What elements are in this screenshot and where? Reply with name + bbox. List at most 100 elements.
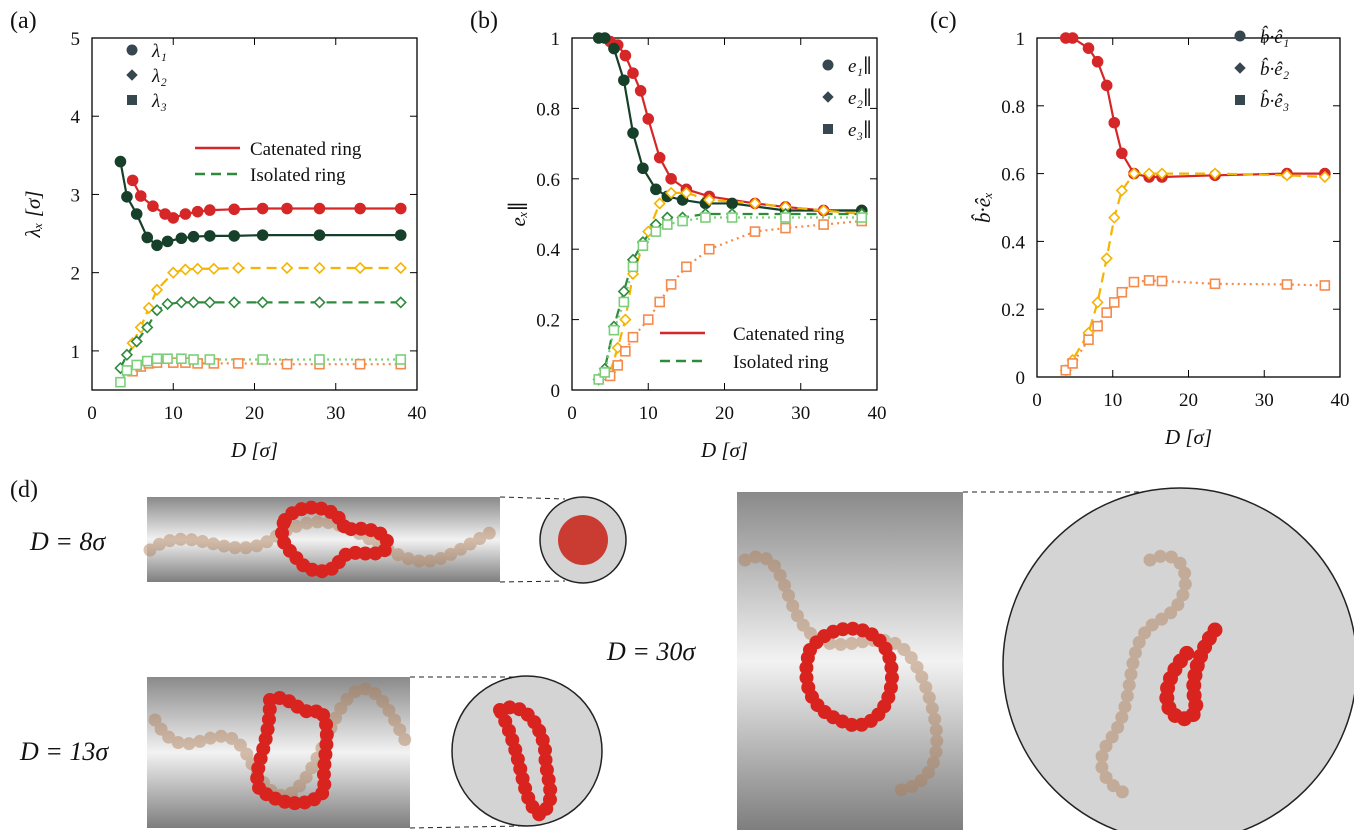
data-point <box>142 301 156 314</box>
panel-label: (c) <box>930 8 957 34</box>
data-point <box>203 296 216 309</box>
data-point <box>187 230 200 243</box>
y-tick-label: 0.2 <box>536 311 560 332</box>
data-point <box>1067 358 1078 369</box>
legend-marker <box>823 124 833 134</box>
data-point <box>619 313 632 326</box>
data-point <box>126 174 139 187</box>
panel-label: (b) <box>470 8 498 34</box>
y-tick-label: 1 <box>71 342 81 363</box>
ring <box>493 700 558 824</box>
x-tick-label: 10 <box>1103 390 1122 411</box>
data-point <box>599 367 611 378</box>
data-point <box>395 354 407 365</box>
data-point <box>1092 320 1103 332</box>
series-line <box>1064 172 1325 371</box>
panel-label: (a) <box>10 8 37 34</box>
y-tick-label: 0.4 <box>1001 232 1025 253</box>
x-tick-label: 30 <box>1255 390 1274 411</box>
data-point <box>780 222 791 234</box>
y-tick-label: 5 <box>71 29 81 50</box>
x-tick-label: 0 <box>567 403 577 424</box>
data-point <box>749 226 761 237</box>
data-point <box>665 279 677 290</box>
x-tick-label: 30 <box>791 403 810 424</box>
data-point <box>313 296 326 309</box>
data-point <box>204 230 216 242</box>
x-axis-label: D [σ] <box>700 438 748 462</box>
data-point <box>204 204 216 216</box>
data-point <box>662 219 673 230</box>
data-point <box>703 243 715 255</box>
data-point <box>1209 278 1221 290</box>
data-point <box>256 202 269 215</box>
data-point <box>167 266 180 279</box>
x-tick-label: 40 <box>408 403 427 424</box>
data-point <box>1100 252 1113 265</box>
x-tick-label: 40 <box>868 403 887 424</box>
data-point <box>1108 211 1121 224</box>
data-point <box>121 190 133 203</box>
y-tick-label: 0.8 <box>536 99 560 120</box>
x-tick-label: 0 <box>87 403 97 424</box>
guide <box>409 825 521 829</box>
ring <box>275 500 395 579</box>
data-point <box>176 353 187 365</box>
x-tick-label: 0 <box>1032 390 1042 411</box>
data-point <box>280 261 294 275</box>
data-point <box>653 151 666 164</box>
data-point <box>627 67 639 79</box>
x-tick-label: 10 <box>164 403 183 424</box>
cross-section <box>451 675 603 827</box>
data-point <box>1143 275 1155 286</box>
data-point <box>1318 170 1331 184</box>
data-point <box>150 304 164 317</box>
legend-label: b̂·ê₂ <box>1260 58 1290 80</box>
data-point <box>1156 275 1168 287</box>
data-point <box>748 197 762 210</box>
data-point <box>780 212 791 223</box>
data-point <box>654 296 665 308</box>
data-point <box>703 193 716 207</box>
legend-label: Catenated ring <box>733 324 845 345</box>
data-point <box>191 205 204 218</box>
legend-marker <box>127 95 137 105</box>
data-point <box>394 261 407 275</box>
guide <box>499 496 566 500</box>
data-point <box>618 74 630 87</box>
data-point <box>175 296 188 309</box>
data-point <box>726 212 738 223</box>
data-point <box>187 296 200 309</box>
legend-marker <box>1234 30 1246 42</box>
x-axis-label: D [σ] <box>1164 425 1212 449</box>
data-point <box>120 348 134 361</box>
plot-frame <box>1036 37 1341 378</box>
data-point <box>121 365 133 376</box>
y-axis-label: eₓ∥ <box>506 202 530 227</box>
data-point <box>232 358 244 369</box>
data-point <box>1101 307 1112 318</box>
data-point <box>1281 279 1293 290</box>
data-point <box>130 208 143 220</box>
data-point <box>650 226 662 237</box>
y-tick-label: 3 <box>71 185 81 206</box>
y-tick-label: 0.8 <box>1001 97 1025 118</box>
data-point <box>817 204 830 217</box>
y-tick-label: 0.4 <box>536 240 560 261</box>
data-point <box>1208 167 1222 180</box>
legend-label: e₁∥ <box>848 56 872 77</box>
data-point <box>1091 55 1104 68</box>
legend-label: b̂·ê₁ <box>1260 26 1289 48</box>
data-point <box>653 197 666 210</box>
data-point <box>681 261 692 273</box>
data-point <box>637 240 649 251</box>
ring <box>799 621 899 733</box>
legend-marker <box>1235 95 1245 105</box>
panel-label: (d) <box>10 477 38 503</box>
legend-marker <box>1234 62 1246 74</box>
legend-marker <box>822 91 834 103</box>
y-tick-label: 0 <box>551 381 561 402</box>
data-point <box>1155 167 1169 180</box>
data-point <box>620 345 631 357</box>
